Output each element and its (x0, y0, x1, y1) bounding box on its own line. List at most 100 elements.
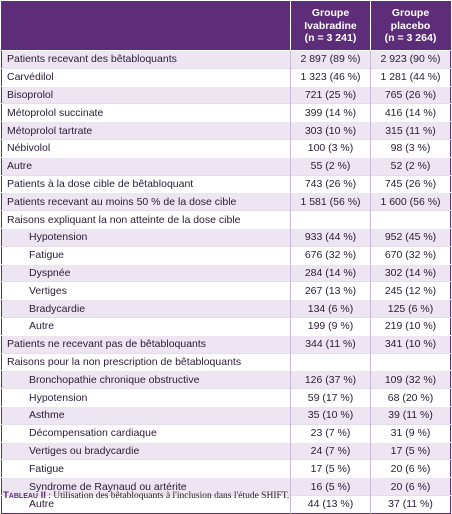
cell-ivabradine: 2 897 (89 %) (290, 50, 371, 69)
table-row: Fatigue 17 (5 %) 20 (6 %) (1, 459, 451, 478)
row-label: Dyspnée (1, 263, 291, 282)
header-placebo: Groupe placebo (n = 3 264) (370, 1, 451, 51)
cell-placebo: 952 (45 %) (370, 227, 451, 247)
caption-label: Tableau II (3, 490, 46, 501)
row-label: Fatigue (1, 245, 291, 265)
cell-ivabradine: 1 323 (46 %) (290, 67, 371, 87)
table-row: Fatigue 676 (32 %) 670 (32 %) (1, 245, 451, 265)
table-row: Autre 199 (9 %) 219 (10 %) (1, 316, 451, 336)
cell-placebo: 20 (6 %) (370, 459, 451, 478)
cell-ivabradine: 126 (37 %) (290, 370, 371, 389)
table-row: Patients recevant des bêtabloquants 2 897… (1, 50, 451, 69)
row-label: Vertiges ou bradycardie (1, 441, 291, 460)
row-label: Patients ne recevant pas de bêtabloquant… (1, 334, 291, 354)
table-row: Bronchopathie chronique obstructive 126 (… (1, 370, 451, 389)
cell-ivabradine: 933 (44 %) (290, 227, 371, 247)
row-label: Asthme (1, 405, 291, 425)
row-label: Décompensation cardiaque (1, 423, 291, 443)
cell-placebo: 219 (10 %) (370, 316, 451, 336)
table-row: Syndrome de Raynaud ou artérite 16 (5 %) 2… (1, 477, 451, 496)
cell-placebo: 1 281 (44 %) (370, 67, 451, 87)
table-row: Nébivolol 100 (3 %) 98 (3 %) (1, 138, 451, 158)
header-row: Groupe Ivabradine (n = 3 241) Groupe placeb… (1, 1, 451, 51)
row-label: Raisons expliquant la non atteinte de la… (1, 210, 291, 229)
cell-ivabradine: 267 (13 %) (290, 281, 371, 300)
table-row: Dyspnée 284 (14 %) 302 (14 %) (1, 263, 451, 282)
table-row: Bisoprolol 721 (25 %) 765 (26 %) (1, 85, 451, 104)
row-label: Patients à la dose cible de bêtabloquant (1, 174, 291, 193)
table-row: Raisons expliquant la non atteinte de la… (1, 210, 451, 229)
row-label: Hypotension (1, 388, 291, 407)
table-header: Groupe Ivabradine (n = 3 241) Groupe placeb… (1, 1, 451, 51)
cell-placebo (370, 352, 451, 371)
row-label: Autre (1, 156, 291, 176)
cell-ivabradine: 44 (13 %) (290, 494, 371, 514)
cell-placebo: 245 (12 %) (370, 281, 451, 300)
row-label: Patients recevant des bêtabloquants (1, 50, 291, 69)
table-row: Patients ne recevant pas de bêtabloquant… (1, 334, 451, 354)
cell-placebo: 341 (10 %) (370, 334, 451, 354)
row-label: Bradycardie (1, 299, 291, 318)
header-line: Ivabradine (304, 19, 357, 32)
cell-ivabradine: 399 (14 %) (290, 103, 371, 122)
table-row: Asthme 35 (10 %) 39 (11 %) (1, 405, 451, 425)
row-label: Autre (1, 316, 291, 336)
header-line: Groupe (391, 7, 430, 20)
cell-placebo: 20 (6 %) (370, 477, 451, 496)
row-label: Carvédilol (1, 67, 291, 87)
cell-ivabradine: 1 581 (56 %) (290, 192, 371, 211)
table-row: Métoprolol succinate 399 (14 %) 416 (14 %) (1, 103, 451, 122)
header-ivabradine: Groupe Ivabradine (n = 3 241) (290, 1, 371, 51)
header-line: (n = 3 264) (384, 32, 437, 45)
row-label: Nébivolol (1, 138, 291, 158)
cell-ivabradine: 35 (10 %) (290, 405, 371, 425)
row-label: Patients recevant au moins 50 % de la do… (1, 192, 291, 211)
table-row: Carvédilol 1 323 (46 %) 1 281 (44 %) (1, 67, 451, 87)
cell-placebo: 37 (11 %) (370, 494, 451, 514)
cell-placebo: 52 (2 %) (370, 156, 451, 176)
cell-ivabradine: 24 (7 %) (290, 441, 371, 460)
table-row: Bradycardie 134 (6 %) 125 (6 %) (1, 299, 451, 318)
cell-ivabradine (290, 210, 371, 229)
table-row: Vertiges ou bradycardie 24 (7 %) 17 (5 %) (1, 441, 451, 460)
table-row: Hypotension 933 (44 %) 952 (45 %) (1, 227, 451, 247)
cell-placebo: 109 (32 %) (370, 370, 451, 389)
cell-placebo: 98 (3 %) (370, 138, 451, 158)
table-row: Vertiges 267 (13 %) 245 (12 %) (1, 281, 451, 300)
cell-placebo: 670 (32 %) (370, 245, 451, 265)
cell-ivabradine: 303 (10 %) (290, 121, 371, 140)
row-label: Vertiges (1, 281, 291, 300)
row-label: Bronchopathie chronique obstructive (1, 370, 291, 389)
cell-placebo: 39 (11 %) (370, 405, 451, 425)
cell-placebo: 125 (6 %) (370, 299, 451, 318)
cell-placebo (370, 210, 451, 229)
header-line: (n = 3 241) (304, 32, 357, 45)
header-line: Groupe (311, 7, 350, 20)
cell-ivabradine: 743 (26 %) (290, 174, 371, 193)
row-label: Raisons pour la non prescription de bêta… (1, 352, 291, 371)
table-row: Décompensation cardiaque 23 (7 %) 31 (9 %) (1, 423, 451, 443)
table-row: Hypotension 59 (17 %) 68 (20 %) (1, 388, 451, 407)
cell-ivabradine: 17 (5 %) (290, 459, 371, 478)
header-line: placebo (390, 19, 431, 32)
caption: Tableau II : Utilisation des bêtabloquan… (3, 490, 289, 501)
cell-ivabradine: 23 (7 %) (290, 423, 371, 443)
cell-ivabradine (290, 352, 371, 371)
cell-ivabradine: 676 (32 %) (290, 245, 371, 265)
row-label: Métoprolol succinate (1, 103, 291, 122)
cell-ivabradine: 59 (17 %) (290, 388, 371, 407)
cell-placebo: 765 (26 %) (370, 85, 451, 104)
cell-placebo: 745 (26 %) (370, 174, 451, 193)
table-body: Patients recevant des bêtabloquants 2 897… (1, 50, 451, 514)
table-row: Autre 55 (2 %) 52 (2 %) (1, 156, 451, 176)
row-label: Syndrome de Raynaud ou artérite (1, 477, 291, 496)
cell-placebo: 315 (11 %) (370, 121, 451, 140)
table-row: Métoprolol tartrate 303 (10 %) 315 (11 %) (1, 121, 451, 140)
cell-placebo: 2 923 (90 %) (370, 50, 451, 69)
cell-ivabradine: 721 (25 %) (290, 85, 371, 104)
caption-text: : Utilisation des bêtabloquants à l'incl… (45, 491, 290, 501)
cell-ivabradine: 344 (11 %) (290, 334, 371, 354)
cell-placebo: 68 (20 %) (370, 388, 451, 407)
